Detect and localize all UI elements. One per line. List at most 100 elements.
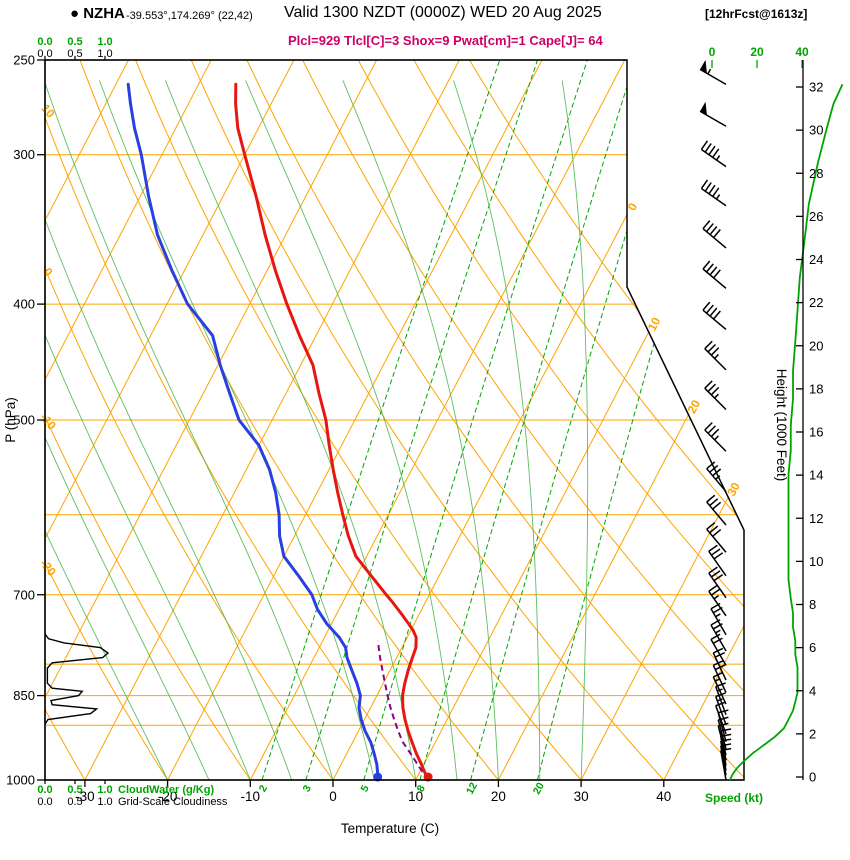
dry-adiabat-label: 10 — [38, 101, 58, 120]
mixing-ratio-label: 20 — [531, 780, 547, 796]
dewpoint-curve — [126, 82, 380, 782]
height-tick-label: 16 — [809, 425, 823, 440]
moist-adiabat-line — [164, 80, 417, 780]
temp-tick-label: 10 — [408, 789, 423, 804]
wind-barb — [699, 59, 727, 85]
wind-barb — [700, 179, 727, 207]
temperature-axis: -30 -20 -10 0 10 20 30 40 Temperature (C) — [75, 780, 671, 836]
isotherm-label: 30 — [724, 480, 743, 499]
moist-adiabat-line — [45, 80, 210, 780]
moist-adiabat-line — [561, 80, 589, 780]
temp-tick-label: 40 — [656, 789, 671, 804]
speed-axis-title: Speed (kt) — [705, 791, 763, 805]
isotherm-line — [167, 60, 543, 780]
dry-adiabat-line — [246, 60, 744, 780]
pressure-tick-label: 850 — [13, 688, 35, 703]
station-coords: -39.553°,174.269° (22,42) — [126, 10, 253, 22]
wind-barb — [720, 747, 732, 781]
height-tick-label: 6 — [809, 640, 816, 655]
cloudwater-scale-bottom: 0.5 — [67, 784, 82, 796]
cloudwater-axis-title: CloudWater (g/Kg) — [118, 784, 214, 796]
height-tick-label: 10 — [809, 554, 823, 569]
isotherm-line — [84, 60, 460, 780]
temp-tick-label: 0 — [329, 789, 337, 804]
height-tick-label: 18 — [809, 381, 823, 396]
cloudiness-scale-top: 0.5 — [67, 48, 82, 60]
moist-adiabat-line — [45, 80, 334, 780]
height-tick-label: 4 — [809, 683, 816, 698]
wind-barb — [712, 647, 727, 681]
mixing-ratio-label: 5 — [358, 783, 371, 794]
wind-barb — [704, 340, 727, 371]
wind-barb — [710, 633, 727, 666]
wind-barbs — [699, 59, 732, 781]
isotherm-line — [580, 60, 744, 780]
mixing-ratio-line — [261, 60, 501, 780]
wind-barb — [700, 140, 727, 168]
pressure-tick-label: 400 — [13, 297, 35, 312]
isotherm-line — [249, 60, 626, 780]
height-tick-label: 14 — [809, 468, 823, 483]
wind-barb — [706, 494, 727, 526]
cloudiness-profile — [44, 633, 110, 725]
mixing-ratio-line — [537, 60, 736, 780]
pressure-tick-label: 250 — [13, 53, 35, 68]
moist-adiabat-line — [453, 80, 541, 780]
moist-adiabat-line — [45, 80, 251, 780]
cloudiness-scale-bottom: 0.5 — [67, 796, 82, 808]
mixing-ratio-lines — [261, 60, 736, 780]
cloudwater-scale-bottom: 0.0 — [37, 784, 52, 796]
height-axis-title: Height (1000 Feet) — [774, 369, 789, 482]
wind-barb — [702, 260, 727, 289]
isotherm-label: 20 — [685, 397, 704, 416]
moist-adiabats — [45, 80, 589, 780]
dry-adiabat-line — [45, 60, 417, 780]
wind-barb — [702, 301, 727, 331]
pressure-tick-label: 1000 — [6, 772, 35, 787]
isobar-lines — [45, 154, 744, 780]
stability-indices: Plcl=929 Tlcl[C]=3 Shox=9 Pwat[cm]=1 Cap… — [288, 33, 603, 48]
wind-speed-profile — [729, 83, 844, 781]
dry-adiabat-label: -10 — [37, 410, 59, 433]
wind-barb — [706, 461, 727, 493]
wind-barb — [708, 584, 727, 617]
forecast-tag: [12hrFcst@1613z] — [705, 7, 808, 21]
isotherm-line — [45, 60, 129, 780]
cloudiness-scale-bottom: 1.0 — [97, 796, 112, 808]
moist-adiabat-line — [98, 80, 375, 780]
wind-barb — [717, 709, 729, 742]
speed-tick-label: 40 — [795, 45, 809, 59]
cloudwater-scale-top: 0.5 — [67, 36, 82, 48]
temp-tick-label: -20 — [158, 789, 178, 804]
pressure-tick-label: 500 — [13, 412, 35, 427]
mixing-ratio-labels: 2 3 5 8 12 20 — [257, 780, 547, 796]
cloudwater-scale-top: 1.0 — [97, 36, 112, 48]
mixing-ratio-line — [470, 60, 680, 780]
cloudiness-scale-bottom: 0.0 — [37, 796, 52, 808]
height-tick-label: 32 — [809, 80, 823, 95]
moist-adiabat-line — [342, 80, 499, 780]
dry-adiabat-line — [0, 60, 2, 780]
pressure-tick-label: 300 — [13, 147, 35, 162]
mixing-ratio-label: 3 — [301, 783, 314, 794]
speed-tick-label: 0 — [709, 45, 716, 59]
height-tick-label: 28 — [809, 166, 823, 181]
temp-tick-label: 30 — [574, 789, 589, 804]
mixing-ratio-line — [419, 60, 636, 780]
height-tick-label: 24 — [809, 252, 823, 267]
wind-barb — [710, 602, 727, 636]
cloudwater-scale-bottom: 1.0 — [97, 784, 112, 796]
wind-barb — [708, 544, 727, 577]
dry-adiabat-line — [302, 60, 744, 780]
height-tick-label: 22 — [809, 295, 823, 310]
wind-barb — [699, 101, 727, 127]
valid-time: Valid 1300 NZDT (0000Z) WED 20 Aug 2025 — [284, 4, 602, 21]
isotherm-label: 10 — [645, 315, 664, 334]
dry-adiabat-line — [190, 60, 665, 780]
dry-adiabat-label: -20 — [37, 556, 59, 579]
temperature-curve — [234, 82, 430, 782]
isotherm-line — [45, 60, 378, 780]
